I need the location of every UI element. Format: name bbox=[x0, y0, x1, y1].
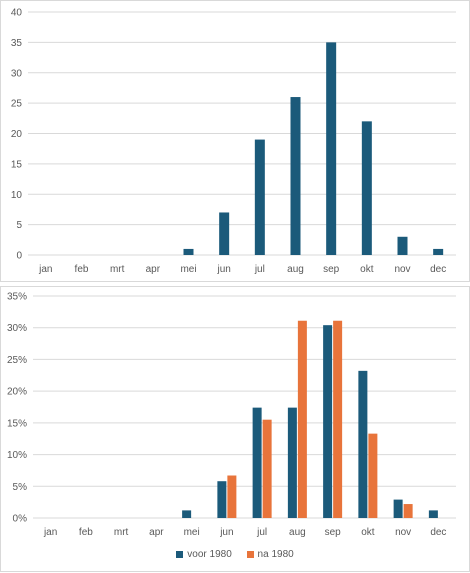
chart-top-y-tick-label: 15 bbox=[11, 159, 23, 170]
chart-bottom-bar bbox=[252, 407, 262, 518]
chart-bottom-y-tick-label: 30% bbox=[7, 323, 27, 334]
chart-bottom-x-tick-label: jul bbox=[256, 527, 267, 538]
chart-bottom-y-tick-label: 0% bbox=[13, 514, 28, 525]
chart-top-x-tick-label: okt bbox=[360, 264, 374, 275]
chart-top-x-tick-label: mei bbox=[180, 264, 196, 275]
chart-top-bar bbox=[254, 139, 265, 255]
chart-top-y-tick-label: 0 bbox=[16, 251, 22, 262]
chart-top-y-tick-label: 25 bbox=[11, 99, 23, 110]
legend-label-na-1980: na 1980 bbox=[257, 549, 294, 560]
chart-top-y-tick-label: 20 bbox=[11, 129, 23, 140]
chart-bottom-bar bbox=[333, 320, 343, 518]
chart-bottom-bar bbox=[323, 325, 333, 518]
chart-bottom-panel: 0% 5% 10% 15% 20% 25% 30% 35% jan feb mrt apr mei jun… bbox=[0, 286, 470, 572]
chart-bottom-y-tick-label: 5% bbox=[13, 482, 28, 493]
chart-bottom-bar bbox=[393, 499, 403, 518]
chart-bottom-bar bbox=[368, 433, 378, 518]
chart-top-x-tick-label: dec bbox=[430, 264, 446, 275]
legend-label-voor-1980: voor 1980 bbox=[187, 549, 232, 560]
chart-bottom-y-tick-label: 15% bbox=[7, 418, 27, 429]
chart-bottom-bar bbox=[182, 510, 192, 518]
chart-bottom-x-tick-label: feb bbox=[79, 527, 93, 538]
chart-bottom-x-tick-label: dec bbox=[430, 527, 446, 538]
legend-swatch-voor-1980 bbox=[176, 551, 184, 558]
chart-bottom-bar bbox=[297, 320, 307, 518]
chart-bottom-bar bbox=[358, 370, 368, 518]
chart-bottom-y-tick-label: 35% bbox=[7, 292, 27, 303]
chart-bottom-y-tick-label: 25% bbox=[7, 355, 27, 366]
chart-top-y-tick-label: 35 bbox=[11, 38, 23, 49]
chart-top-y-tick-label: 40 bbox=[11, 8, 23, 19]
legend-item-na-1980: na 1980 bbox=[246, 549, 294, 560]
chart-top-y-tick-label: 10 bbox=[11, 190, 23, 201]
chart-top-bar bbox=[219, 212, 230, 255]
chart-bottom-x-tick-label: mei bbox=[184, 527, 200, 538]
chart-top-bar bbox=[290, 97, 301, 255]
chart-bottom-x-tick-label: apr bbox=[149, 527, 164, 538]
chart-top-bar bbox=[183, 248, 194, 255]
chart-bottom-x-tick-label: mrt bbox=[114, 527, 129, 538]
chart-bottom-bar bbox=[262, 419, 272, 518]
chart-top-bar bbox=[361, 121, 372, 255]
chart-top-y-tick-label: 5 bbox=[16, 220, 22, 231]
chart-top-bar bbox=[326, 42, 337, 255]
chart-top-x-tick-label: aug bbox=[287, 264, 304, 275]
chart-bottom: 0% 5% 10% 15% 20% 25% 30% 35% jan feb mrt apr mei jun… bbox=[7, 292, 456, 538]
legend: voor 1980 na 1980 bbox=[1, 549, 469, 561]
chart-top-panel: 0 5 10 15 20 25 30 35 40 jan feb mrt apr mei jun jul aug… bbox=[0, 0, 470, 282]
chart-top-x-tick-label: feb bbox=[75, 264, 89, 275]
chart-bottom-x-tick-label: sep bbox=[325, 527, 342, 538]
chart-bottom-x-tick-label: jan bbox=[43, 527, 57, 538]
chart-top-x-tick-label: apr bbox=[146, 264, 161, 275]
chart-top-x-tick-label: mrt bbox=[110, 264, 125, 275]
chart-top-x-tick-label: jul bbox=[254, 264, 265, 275]
chart-bottom-x-tick-label: aug bbox=[289, 527, 306, 538]
chart-top-x-tick-label: sep bbox=[323, 264, 340, 275]
chart-top-bar bbox=[397, 236, 408, 255]
chart-bottom-x-tick-label: nov bbox=[395, 527, 411, 538]
chart-top-y-tick-label: 30 bbox=[11, 68, 23, 79]
chart-bottom-x-tick-label: okt bbox=[361, 527, 375, 538]
chart-bottom-bar bbox=[217, 481, 227, 518]
chart-bottom-y-tick-label: 20% bbox=[7, 387, 27, 398]
legend-swatch-na-1980 bbox=[246, 551, 254, 558]
chart-top-x-tick-label: jun bbox=[216, 264, 230, 275]
chart-bottom-y-tick-label: 10% bbox=[7, 450, 27, 461]
chart-bottom-x-tick-label: jun bbox=[219, 527, 233, 538]
chart-top-bar bbox=[433, 248, 444, 255]
chart-top: 0 5 10 15 20 25 30 35 40 jan feb mrt apr mei jun jul aug… bbox=[11, 8, 456, 275]
chart-bottom-bar bbox=[287, 407, 297, 518]
chart-top-x-tick-label: nov bbox=[394, 264, 410, 275]
legend-item-voor-1980: voor 1980 bbox=[176, 549, 232, 560]
chart-bottom-bar bbox=[428, 510, 438, 518]
chart-bottom-bar bbox=[227, 475, 237, 518]
chart-bottom-bar bbox=[403, 504, 413, 518]
chart-top-x-tick-label: jan bbox=[38, 264, 52, 275]
